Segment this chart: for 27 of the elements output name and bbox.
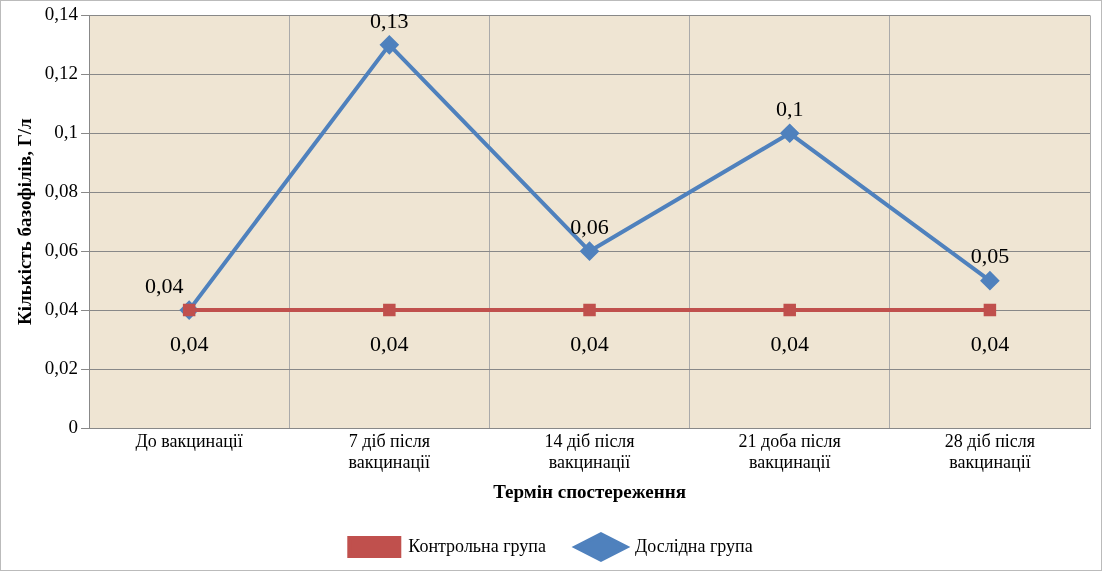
y-tick-label: 0,12 — [44, 62, 79, 84]
x-tick-label: До вакцинації — [135, 430, 243, 451]
data-label: 0,05 — [970, 243, 1010, 269]
x-axis-title: Термін спостереження — [493, 480, 686, 502]
legend-label: Дослідна група — [634, 535, 753, 556]
data-label: 0,04 — [970, 330, 1010, 356]
x-tick-label: 21 доба після вакцинації — [738, 430, 841, 473]
data-label: 0,04 — [370, 330, 409, 356]
x-tick-label: 14 діб після вакцинації — [544, 430, 635, 473]
y-tick-label: 0,04 — [44, 298, 79, 320]
y-axis-title: Кількість базофілів, Г/л — [14, 118, 36, 326]
y-tick-label: 0,1 — [54, 121, 79, 143]
data-label: 0,06 — [570, 213, 609, 239]
data-label: 0,13 — [370, 7, 409, 33]
x-tick-label: 7 діб після вакцинації — [348, 430, 431, 473]
legend-label: Контрольна група — [408, 535, 546, 556]
data-label: 0,04 — [169, 330, 209, 356]
x-tick-label: 28 діб після вакцинації — [944, 430, 1036, 473]
y-tick-label: 0,08 — [44, 180, 79, 202]
y-tick-label: 0,06 — [44, 239, 79, 261]
y-tick-label: 0,14 — [44, 3, 79, 25]
data-label: 0,04 — [770, 330, 809, 356]
data-label: 0,1 — [775, 96, 804, 122]
y-tick-label: 0 — [68, 415, 79, 437]
y-tick-label: 0,02 — [44, 357, 79, 379]
data-label: 0,04 — [570, 330, 609, 356]
data-label: 0,04 — [144, 272, 184, 298]
